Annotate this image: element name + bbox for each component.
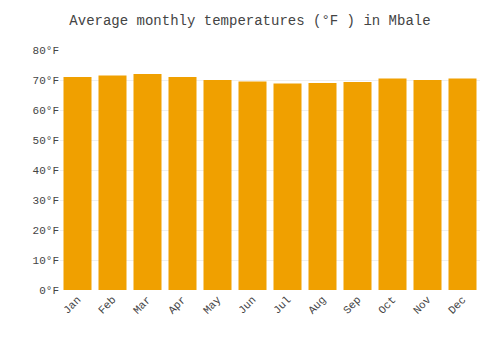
svg-text:Jul: Jul	[271, 294, 293, 316]
svg-text:Sep: Sep	[341, 294, 363, 316]
svg-text:Jun: Jun	[236, 294, 258, 316]
svg-text:10°F: 10°F	[33, 255, 59, 267]
svg-text:40°F: 40°F	[33, 165, 59, 177]
svg-text:Feb: Feb	[96, 294, 118, 316]
svg-text:Nov: Nov	[411, 294, 434, 317]
svg-text:30°F: 30°F	[33, 195, 59, 207]
svg-text:Dec: Dec	[446, 294, 468, 316]
svg-text:May: May	[201, 294, 224, 317]
svg-text:Average monthly temperatures (: Average monthly temperatures (°F ) in Mb…	[69, 13, 430, 29]
svg-text:50°F: 50°F	[33, 135, 59, 147]
svg-text:Aug: Aug	[306, 294, 328, 316]
svg-text:0°F: 0°F	[39, 285, 59, 297]
svg-text:Jan: Jan	[61, 294, 83, 316]
svg-text:Apr: Apr	[166, 294, 188, 316]
svg-text:60°F: 60°F	[33, 105, 59, 117]
svg-text:Oct: Oct	[376, 294, 398, 316]
svg-text:20°F: 20°F	[33, 225, 59, 237]
svg-text:70°F: 70°F	[33, 75, 59, 87]
svg-text:Mar: Mar	[131, 294, 153, 316]
svg-text:80°F: 80°F	[33, 45, 59, 57]
